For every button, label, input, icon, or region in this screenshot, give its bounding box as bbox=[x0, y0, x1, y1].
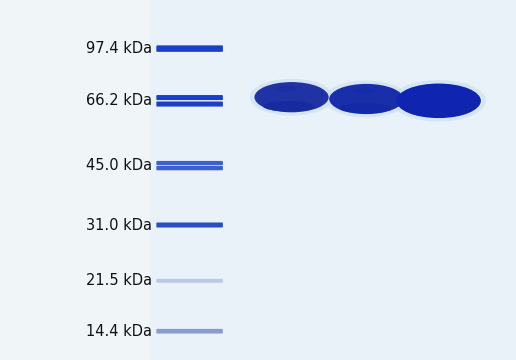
FancyBboxPatch shape bbox=[156, 222, 223, 228]
Ellipse shape bbox=[329, 84, 404, 114]
Ellipse shape bbox=[426, 88, 452, 94]
FancyBboxPatch shape bbox=[156, 279, 223, 283]
FancyBboxPatch shape bbox=[156, 95, 223, 100]
FancyBboxPatch shape bbox=[156, 329, 223, 333]
Text: 21.5 kDa: 21.5 kDa bbox=[86, 273, 152, 288]
Ellipse shape bbox=[254, 82, 329, 112]
FancyBboxPatch shape bbox=[156, 45, 223, 52]
Ellipse shape bbox=[396, 84, 481, 118]
Text: 14.4 kDa: 14.4 kDa bbox=[86, 324, 152, 339]
Ellipse shape bbox=[275, 86, 298, 91]
Text: 31.0 kDa: 31.0 kDa bbox=[86, 217, 152, 233]
FancyBboxPatch shape bbox=[156, 161, 223, 165]
Bar bbox=[150, 0, 516, 360]
Text: 45.0 kDa: 45.0 kDa bbox=[86, 158, 152, 173]
Text: 66.2 kDa: 66.2 kDa bbox=[86, 93, 152, 108]
FancyBboxPatch shape bbox=[156, 166, 223, 170]
Ellipse shape bbox=[339, 103, 391, 113]
Ellipse shape bbox=[409, 105, 468, 117]
Ellipse shape bbox=[352, 88, 375, 93]
Ellipse shape bbox=[263, 101, 315, 112]
FancyBboxPatch shape bbox=[156, 102, 223, 107]
Text: 97.4 kDa: 97.4 kDa bbox=[86, 41, 152, 56]
